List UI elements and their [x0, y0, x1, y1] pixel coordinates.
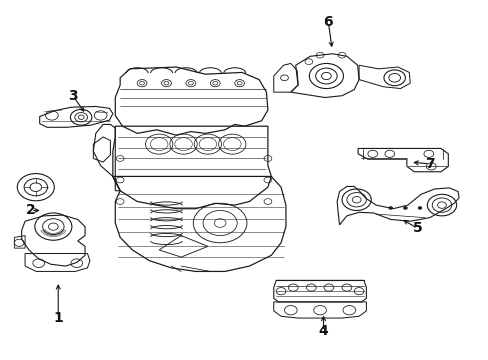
- Text: 4: 4: [318, 324, 328, 338]
- Circle shape: [388, 207, 392, 210]
- Text: 5: 5: [412, 221, 422, 235]
- Text: 3: 3: [68, 89, 78, 103]
- Circle shape: [403, 207, 407, 210]
- Text: 7: 7: [424, 157, 434, 171]
- Text: 2: 2: [26, 203, 36, 217]
- Text: 6: 6: [323, 15, 332, 29]
- Text: 1: 1: [53, 311, 63, 325]
- Circle shape: [417, 207, 421, 210]
